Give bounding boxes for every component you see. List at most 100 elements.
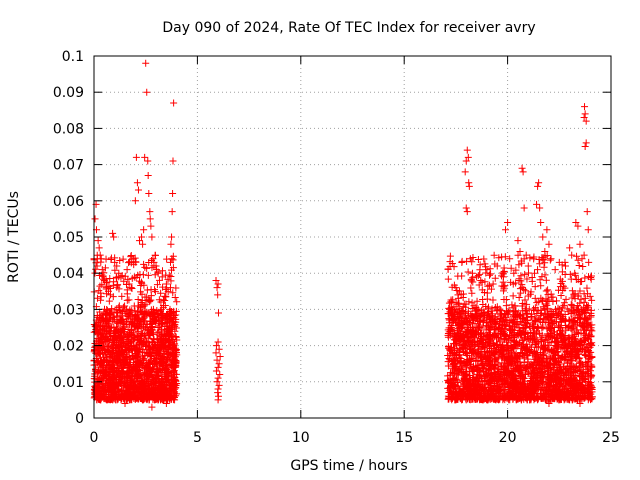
- data-point: [109, 229, 117, 237]
- data-point: [111, 266, 119, 274]
- data-point: [140, 226, 148, 234]
- data-point: [468, 299, 476, 307]
- data-point: [140, 260, 148, 268]
- data-point: [120, 340, 128, 347]
- data-point: [142, 59, 150, 67]
- data-point: [105, 297, 113, 305]
- data-point: [544, 286, 552, 294]
- data-point: [568, 251, 576, 259]
- data-point: [520, 204, 528, 212]
- data-point: [535, 179, 543, 187]
- data-point: [164, 368, 172, 376]
- data-point: [148, 403, 156, 411]
- data-point: [144, 157, 152, 165]
- chart-title: Day 090 of 2024, Rate Of TEC Index for r…: [162, 20, 535, 36]
- data-point: [123, 367, 131, 375]
- data-point: [533, 200, 541, 208]
- data-point: [169, 381, 177, 389]
- data-point: [140, 356, 148, 364]
- data-point: [545, 240, 553, 248]
- data-point: [458, 258, 466, 266]
- data-point: [567, 275, 575, 283]
- data-point: [547, 290, 555, 298]
- data-point: [138, 330, 146, 338]
- grid-lines: [94, 56, 611, 418]
- data-point: [525, 269, 533, 277]
- data-point: [146, 208, 154, 216]
- data-point: [113, 359, 121, 367]
- data-point: [96, 282, 104, 290]
- data-point: [172, 324, 180, 332]
- data-point: [123, 266, 131, 274]
- data-point: [154, 351, 162, 359]
- data-point: [103, 396, 111, 404]
- data-point: [91, 215, 99, 223]
- data-point: [169, 190, 177, 198]
- data-point: [168, 233, 176, 241]
- data-point: [118, 367, 126, 375]
- data-point: [153, 394, 161, 402]
- data-point: [93, 262, 101, 270]
- data-point: [524, 262, 532, 270]
- data-point: [212, 367, 220, 375]
- data-point: [553, 297, 561, 305]
- data-point: [128, 345, 136, 353]
- data-point: [214, 363, 222, 371]
- data-point: [536, 276, 544, 284]
- data-point: [170, 367, 178, 375]
- data-point: [465, 179, 473, 187]
- data-point: [103, 306, 111, 314]
- data-point: [113, 318, 121, 326]
- data-point: [539, 255, 547, 263]
- data-point: [539, 233, 547, 241]
- data-point: [468, 289, 476, 297]
- data-point: [214, 396, 222, 404]
- data-point: [537, 219, 545, 227]
- data-point: [214, 374, 222, 382]
- data-point: [167, 240, 175, 248]
- data-point: [134, 186, 142, 194]
- data-point: [162, 280, 170, 288]
- data-point: [107, 381, 115, 389]
- data-point: [463, 208, 471, 216]
- data-point: [94, 237, 102, 245]
- data-point: [145, 190, 153, 198]
- data-point: [473, 297, 481, 305]
- data-point: [133, 372, 141, 380]
- data-point: [142, 369, 150, 377]
- data-point: [139, 240, 147, 248]
- data-point: [542, 276, 550, 284]
- data-point: [540, 263, 548, 271]
- data-point: [170, 99, 178, 107]
- data-point: [95, 244, 103, 252]
- data-point: [581, 103, 589, 111]
- data-point: [444, 358, 452, 366]
- data-point: [143, 88, 151, 96]
- data-point: [585, 258, 593, 266]
- data-point: [132, 153, 140, 161]
- data-point: [581, 143, 589, 150]
- data-point: [531, 294, 539, 302]
- data-point: [583, 208, 591, 216]
- data-point: [125, 296, 133, 304]
- data-point: [133, 179, 141, 187]
- data-point: [157, 317, 165, 325]
- data-point: [213, 284, 221, 292]
- data-point: [214, 291, 222, 299]
- data-point: [458, 272, 466, 280]
- data-point: [534, 182, 542, 190]
- data-point: [173, 298, 181, 306]
- data-point: [161, 301, 169, 309]
- data-point: [562, 262, 570, 270]
- data-point: [125, 346, 133, 354]
- data-point: [588, 296, 596, 304]
- data-point: [467, 284, 475, 292]
- data-point: [582, 139, 590, 147]
- data-point: [214, 309, 222, 317]
- data-point: [566, 244, 574, 252]
- data-point: [568, 302, 576, 310]
- data-point: [97, 255, 105, 263]
- data-point: [144, 171, 152, 179]
- data-point: [117, 362, 125, 370]
- data-point: [94, 318, 102, 326]
